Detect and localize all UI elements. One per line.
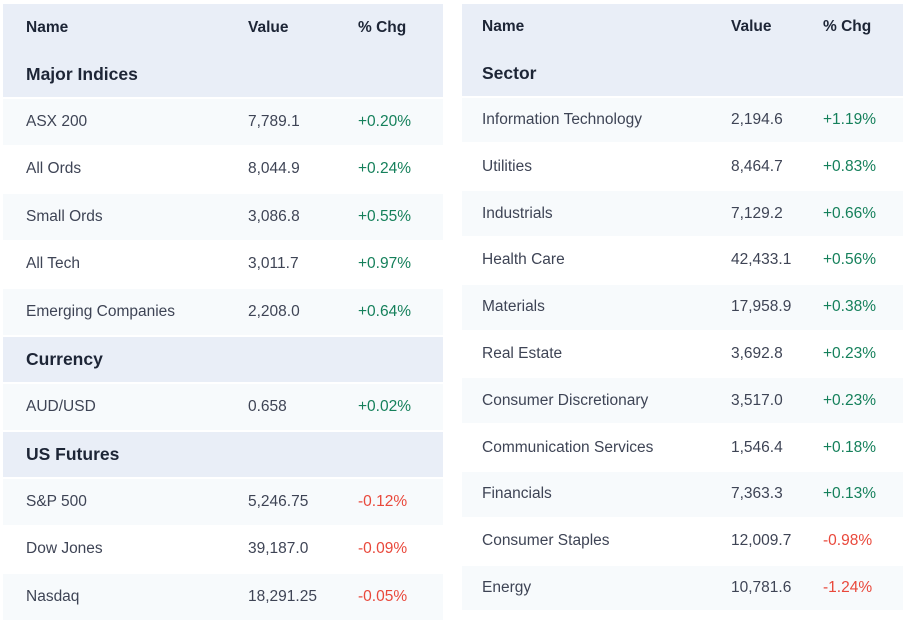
- row-name: S&P 500: [26, 492, 87, 510]
- row-name: Emerging Companies: [26, 302, 176, 320]
- row-name: AUD/USD: [26, 397, 96, 415]
- row-name: Communication Services: [482, 438, 654, 456]
- table-row[interactable]: Emerging Companies 2,208.0 +0.64%: [3, 289, 443, 337]
- table-row[interactable]: Industrials 7,129.2 +0.66%: [462, 191, 903, 238]
- row-percent-change: +0.20%: [358, 112, 412, 130]
- row-value: 7,129.2: [731, 204, 783, 222]
- row-value: 3,086.8: [248, 207, 300, 225]
- row-name: ASX 200: [26, 112, 88, 130]
- section-title: Sector: [482, 62, 537, 83]
- table-row[interactable]: Information Technology 2,194.6 +1.19%: [462, 97, 903, 145]
- table-row[interactable]: Real Estate 3,692.8 +0.23%: [462, 331, 903, 379]
- row-percent-change: +0.24%: [358, 160, 412, 178]
- table-row[interactable]: ASX 200 7,789.1 +0.20%: [3, 99, 443, 147]
- section-header-row: Major Indices: [3, 51, 443, 99]
- row-percent-change: -0.98%: [823, 532, 873, 550]
- row-value: 42,433.1: [731, 251, 792, 269]
- sectors-table: Name Value % Chg Sector Information Technolo…: [462, 4, 903, 622]
- row-value: 12,009.7: [731, 532, 792, 550]
- row-value: 0.658: [248, 397, 287, 415]
- column-header-name: Name: [26, 18, 69, 36]
- row-percent-change: +0.13%: [823, 485, 877, 503]
- row-value: 2,208.0: [248, 302, 300, 320]
- table-row[interactable]: Utilities 8,464.7 +0.83%: [462, 144, 903, 192]
- row-name: Health Care: [482, 251, 565, 269]
- table-row[interactable]: Communication Services 1,546.4 +0.18%: [462, 425, 903, 472]
- row-name: Industrials: [482, 204, 553, 222]
- row-name: Financials: [482, 485, 552, 503]
- row-name: All Ords: [26, 160, 82, 178]
- row-percent-change: +0.38%: [823, 298, 877, 316]
- row-value: 3,517.0: [731, 391, 783, 409]
- row-percent-change: +0.23%: [823, 391, 877, 409]
- row-name: Energy: [482, 578, 532, 596]
- table-row[interactable]: Dow Jones 39,187.0 -0.09%: [3, 526, 443, 574]
- indices-table: Name Value % Chg Major Indices ASX 200 7,789.…: [3, 4, 443, 622]
- row-name: Nasdaq: [26, 587, 80, 605]
- row-name: Information Technology: [482, 110, 642, 128]
- row-percent-change: +0.56%: [823, 251, 877, 269]
- row-name: Consumer Staples: [482, 532, 610, 550]
- row-value: 2,194.6: [731, 110, 783, 128]
- row-value: 3,011.7: [248, 255, 299, 273]
- row-percent-change: +1.19%: [823, 110, 877, 128]
- table-row[interactable]: Consumer Discretionary 3,517.0 +0.23%: [462, 378, 903, 426]
- table-row[interactable]: Health Care 42,433.1 +0.56%: [462, 237, 903, 285]
- column-header-name: Name: [482, 18, 525, 36]
- row-name: Materials: [482, 298, 545, 316]
- column-header-value: Value: [731, 18, 772, 36]
- table-row[interactable]: AUD/USD 0.658 +0.02%: [3, 384, 443, 432]
- table-row[interactable]: Financials 7,363.3 +0.13%: [462, 471, 903, 519]
- row-value: 8,044.9: [248, 160, 300, 178]
- row-percent-change: -0.05%: [358, 587, 408, 605]
- row-percent-change: +0.02%: [358, 397, 412, 415]
- row-name: Dow Jones: [26, 540, 103, 558]
- section-title: Currency: [26, 348, 103, 369]
- table-row[interactable]: All Ords 8,044.9 +0.24%: [3, 146, 443, 194]
- row-value: 18,291.25: [248, 587, 317, 605]
- row-percent-change: +0.83%: [823, 157, 877, 175]
- row-value: 3,692.8: [731, 344, 783, 362]
- row-name: Small Ords: [26, 207, 103, 225]
- row-value: 10,781.6: [731, 578, 792, 596]
- row-value: 17,958.9: [731, 298, 792, 316]
- row-name: All Tech: [26, 255, 80, 273]
- row-name: Utilities: [482, 157, 532, 175]
- row-value: 7,789.1: [248, 112, 300, 130]
- section-header-row: US Futures: [3, 431, 443, 479]
- table-row[interactable]: Materials 17,958.9 +0.38%: [462, 284, 903, 332]
- row-name: Real Estate: [482, 344, 563, 362]
- row-value: 39,187.0: [248, 540, 309, 558]
- row-percent-change: -0.09%: [358, 540, 408, 558]
- row-percent-change: -1.24%: [823, 578, 873, 596]
- row-percent-change: +0.97%: [358, 255, 412, 273]
- row-value: 1,546.4: [731, 438, 783, 456]
- row-percent-change: +0.55%: [358, 207, 412, 225]
- section-header-row: Sector: [462, 50, 903, 98]
- table-row[interactable]: Small Ords 3,086.8 +0.55%: [3, 194, 443, 242]
- table-row[interactable]: Consumer Staples 12,009.7 -0.98%: [462, 518, 903, 566]
- row-name: Consumer Discretionary: [482, 391, 649, 409]
- row-value: 7,363.3: [731, 485, 783, 503]
- row-percent-change: +0.18%: [823, 438, 877, 456]
- table-row[interactable]: S&P 500 5,246.75 -0.12%: [3, 479, 443, 527]
- column-header-row: Name Value % Chg: [462, 4, 903, 51]
- table-row[interactable]: Nasdaq 18,291.25 -0.05%: [3, 574, 443, 622]
- row-percent-change: +0.23%: [823, 344, 877, 362]
- row-percent-change: +0.64%: [358, 302, 412, 320]
- column-header-row: Name Value % Chg: [3, 4, 443, 52]
- section-title: US Futures: [26, 443, 120, 464]
- column-header-value: Value: [248, 18, 289, 36]
- table-row[interactable]: Energy 10,781.6 -1.24%: [462, 565, 903, 613]
- row-value: 8,464.7: [731, 157, 783, 175]
- column-header-chg: % Chg: [823, 18, 872, 36]
- table-row[interactable]: All Tech 3,011.7 +0.97%: [3, 241, 443, 289]
- row-value: 5,246.75: [248, 492, 309, 510]
- row-percent-change: -0.12%: [358, 492, 408, 510]
- section-header-row: Currency: [3, 336, 443, 384]
- column-header-chg: % Chg: [358, 18, 407, 36]
- row-percent-change: +0.66%: [823, 204, 877, 222]
- section-title: Major Indices: [26, 63, 138, 84]
